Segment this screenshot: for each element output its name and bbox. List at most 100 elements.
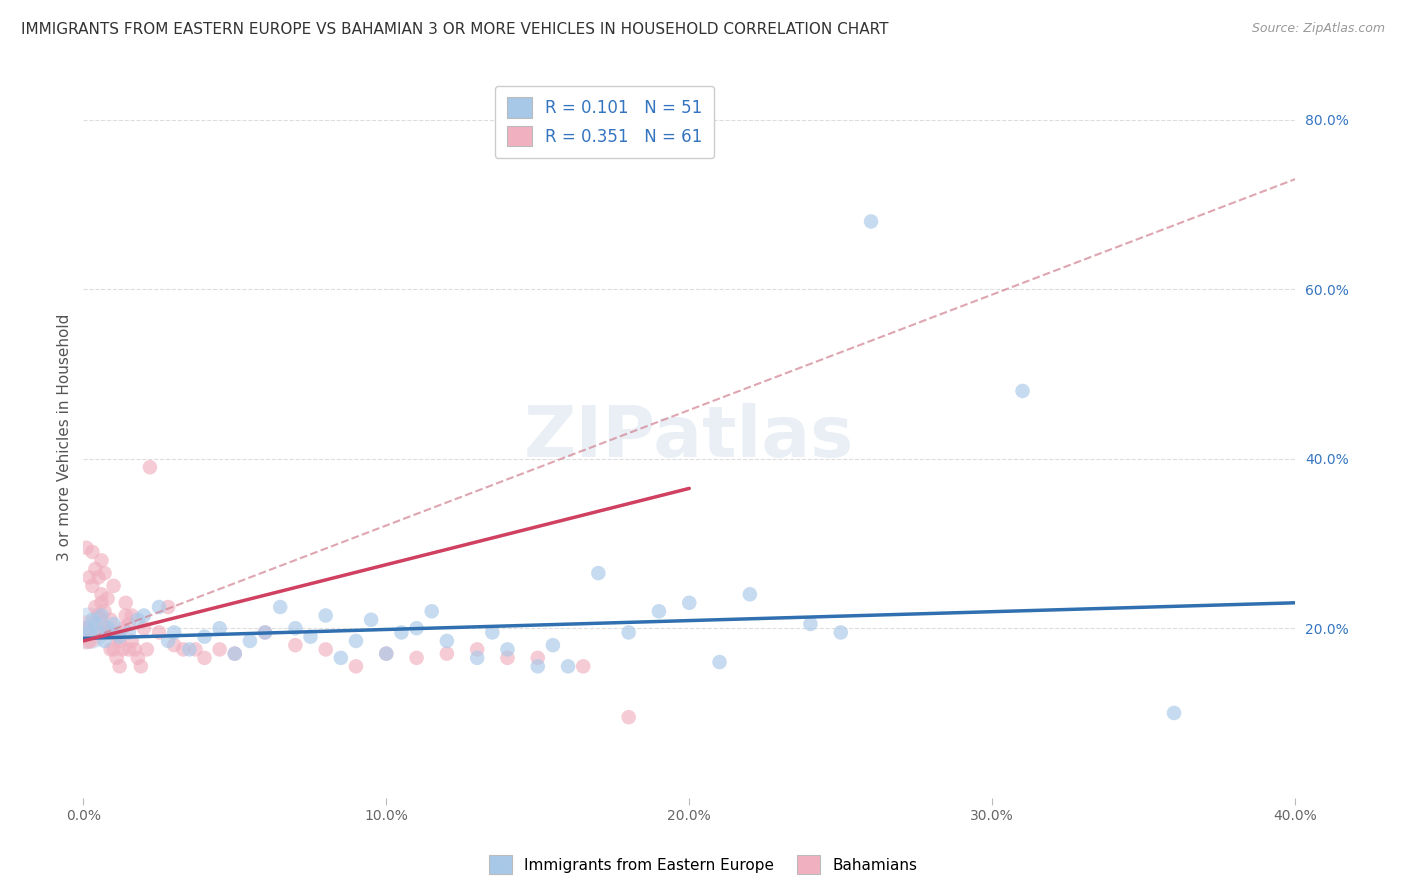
Point	[93, 621, 115, 635]
Point	[75, 621, 97, 635]
Point	[678, 596, 700, 610]
Point	[224, 647, 246, 661]
Point	[224, 647, 246, 661]
Point	[75, 625, 97, 640]
Point	[118, 642, 141, 657]
Point	[284, 621, 307, 635]
Point	[254, 625, 277, 640]
Point	[738, 587, 761, 601]
Point	[108, 659, 131, 673]
Point	[111, 621, 134, 635]
Point	[100, 642, 122, 657]
Text: ZIPatlas: ZIPatlas	[524, 403, 855, 472]
Point	[1163, 706, 1185, 720]
Point	[79, 570, 101, 584]
Point	[179, 642, 201, 657]
Point	[617, 625, 640, 640]
Point	[127, 613, 149, 627]
Point	[90, 553, 112, 567]
Point	[79, 625, 101, 640]
Point	[87, 625, 110, 640]
Point	[105, 630, 128, 644]
Point	[132, 608, 155, 623]
Point	[588, 566, 610, 581]
Point	[87, 570, 110, 584]
Point	[465, 642, 488, 657]
Point	[163, 638, 186, 652]
Point	[269, 600, 291, 615]
Point	[709, 655, 731, 669]
Point	[79, 634, 101, 648]
Point	[82, 579, 104, 593]
Point	[526, 659, 548, 673]
Point	[254, 625, 277, 640]
Point	[103, 579, 125, 593]
Point	[375, 647, 398, 661]
Point	[114, 608, 136, 623]
Point	[93, 604, 115, 618]
Text: IMMIGRANTS FROM EASTERN EUROPE VS BAHAMIAN 3 OR MORE VEHICLES IN HOUSEHOLD CORRE: IMMIGRANTS FROM EASTERN EUROPE VS BAHAMI…	[21, 22, 889, 37]
Point	[157, 634, 180, 648]
Point	[96, 621, 118, 635]
Point	[129, 659, 152, 673]
Point	[148, 600, 170, 615]
Point	[172, 642, 194, 657]
Point	[465, 651, 488, 665]
Point	[526, 651, 548, 665]
Point	[84, 617, 107, 632]
Point	[193, 651, 215, 665]
Point	[572, 659, 595, 673]
Point	[299, 630, 322, 644]
Point	[208, 642, 231, 657]
Point	[108, 630, 131, 644]
Point	[82, 613, 104, 627]
Point	[315, 642, 337, 657]
Point	[139, 460, 162, 475]
Point	[103, 617, 125, 632]
Point	[360, 613, 382, 627]
Point	[111, 642, 134, 657]
Point	[420, 604, 443, 618]
Point	[391, 625, 413, 640]
Point	[648, 604, 671, 618]
Point	[799, 617, 821, 632]
Point	[114, 596, 136, 610]
Text: Source: ZipAtlas.com: Source: ZipAtlas.com	[1251, 22, 1385, 36]
Point	[344, 634, 367, 648]
Point	[96, 591, 118, 606]
Point	[84, 600, 107, 615]
Point	[405, 621, 427, 635]
Point	[103, 642, 125, 657]
Point	[105, 651, 128, 665]
Point	[108, 634, 131, 648]
Point	[329, 651, 352, 665]
Point	[860, 214, 883, 228]
Point	[90, 587, 112, 601]
Point	[124, 642, 146, 657]
Point	[121, 634, 143, 648]
Point	[90, 596, 112, 610]
Point	[132, 621, 155, 635]
Point	[96, 625, 118, 640]
Point	[118, 617, 141, 632]
Point	[79, 621, 101, 635]
Point	[1011, 384, 1033, 398]
Point	[239, 634, 262, 648]
Point	[127, 651, 149, 665]
Point	[90, 608, 112, 623]
Point	[617, 710, 640, 724]
Point	[436, 634, 458, 648]
Point	[405, 651, 427, 665]
Point	[135, 642, 157, 657]
Point	[87, 608, 110, 623]
Point	[103, 625, 125, 640]
Point	[82, 545, 104, 559]
Point	[481, 625, 503, 640]
Point	[541, 638, 564, 652]
Point	[157, 600, 180, 615]
Point	[163, 625, 186, 640]
Point	[344, 659, 367, 673]
Point	[93, 566, 115, 581]
Point	[375, 647, 398, 661]
Point	[496, 651, 519, 665]
